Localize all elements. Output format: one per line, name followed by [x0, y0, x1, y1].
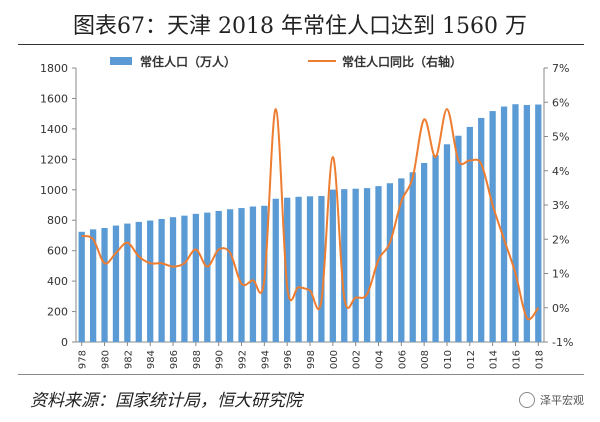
- population-chart: 0 200 400 600 800 1000 1200 1400 1600 1800 -1% 0% 1%…: [40, 54, 573, 370]
- legend: 常住人口（万人） 常住人口同比（右轴）: [110, 54, 462, 69]
- left-tick-label: 1400: [40, 123, 68, 136]
- right-tick-label: 2%: [552, 233, 569, 246]
- x-tick-label: 1984: [146, 350, 157, 370]
- watermark: 泽平宏观: [519, 392, 584, 408]
- population-bar: [226, 209, 234, 342]
- x-tick-label: 1978: [78, 350, 89, 370]
- right-tick-label: 6%: [552, 96, 569, 109]
- axes-layer: 0 200 400 600 800 1000 1200 1400 1600 1800 -1% 0% 1%…: [40, 62, 573, 370]
- population-bar: [500, 106, 508, 342]
- population-bar: [147, 220, 154, 342]
- x-tick-label: 2010: [443, 350, 454, 370]
- growth-rate-line: [81, 108, 540, 321]
- population-bar: [329, 189, 336, 342]
- population-bar: [512, 104, 519, 343]
- population-bar: [295, 196, 302, 342]
- population-bar: [158, 219, 165, 342]
- population-bar: [478, 117, 485, 342]
- population-bar: [341, 189, 348, 342]
- right-tick-label: 4%: [552, 165, 569, 178]
- population-bar: [421, 162, 428, 342]
- x-tick-label: 2004: [374, 350, 385, 370]
- source-note: 资料来源：国家统计局，恒大研究院: [30, 391, 302, 411]
- x-tick-label: 1986: [169, 350, 180, 370]
- left-tick-label: 1600: [40, 92, 68, 105]
- population-bar: [78, 231, 85, 342]
- population-bar: [192, 213, 199, 342]
- population-bar: [375, 186, 382, 342]
- x-tick-label: 2012: [466, 350, 477, 370]
- x-tick-label: 1998: [306, 350, 317, 370]
- chart-title: 图表67：天津 2018 年常住人口达到 1560 万: [73, 14, 527, 39]
- left-tick-label: 1000: [40, 184, 68, 197]
- population-bar: [89, 229, 97, 342]
- right-tick-label: -1%: [552, 336, 573, 349]
- x-tick-label: 1982: [123, 350, 134, 370]
- legend-bar-swatch: [110, 57, 132, 65]
- footer-divider: [18, 374, 584, 375]
- x-tick-label: 2014: [489, 350, 500, 370]
- population-bar: [455, 135, 462, 342]
- x-tick-label: 2000: [329, 350, 340, 370]
- population-bar: [466, 126, 473, 342]
- population-bar: [409, 172, 416, 342]
- left-tick-label: 1800: [40, 62, 68, 75]
- left-tick-label: 1200: [40, 153, 68, 166]
- population-bar: [215, 210, 222, 342]
- population-bar: [181, 215, 188, 342]
- right-tick-label: 7%: [552, 62, 569, 75]
- wechat-logo-icon: [519, 392, 535, 408]
- watermark-text: 泽平宏观: [540, 394, 584, 407]
- population-bar: [318, 196, 325, 342]
- x-tick-label: 1990: [215, 350, 226, 370]
- population-bar: [124, 223, 131, 342]
- title-divider: [18, 44, 584, 45]
- left-tick-label: 400: [47, 275, 68, 288]
- right-tick-label: 3%: [552, 199, 569, 212]
- population-bar: [363, 188, 371, 342]
- x-tick-label: 2006: [397, 350, 408, 370]
- x-tick-label: 1994: [260, 350, 271, 370]
- population-bar: [386, 183, 394, 342]
- left-tick-label: 0: [61, 336, 68, 349]
- x-tick-label: 2018: [534, 350, 545, 370]
- population-bar: [535, 104, 542, 343]
- x-tick-label: 2016: [511, 350, 522, 370]
- population-bar: [169, 217, 177, 342]
- x-tick-label: 2008: [420, 350, 431, 370]
- population-bar: [284, 197, 291, 342]
- population-bar: [204, 212, 211, 342]
- x-tick-label: 1996: [283, 350, 294, 370]
- population-bar: [398, 178, 405, 342]
- line-layer: [81, 108, 540, 321]
- x-tick-label: 1992: [238, 350, 249, 370]
- left-tick-label: 200: [47, 306, 68, 319]
- population-bar: [443, 144, 451, 342]
- population-bar: [249, 206, 257, 342]
- right-tick-label: 1%: [552, 268, 569, 281]
- x-tick-label: 2002: [352, 350, 363, 370]
- legend-bar-label: 常住人口（万人）: [140, 54, 236, 69]
- population-bar: [101, 227, 108, 342]
- bars-layer: [78, 104, 542, 343]
- x-tick-label: 1980: [101, 350, 112, 370]
- population-bar: [489, 111, 496, 342]
- left-tick-label: 800: [47, 214, 68, 227]
- population-bar: [432, 155, 439, 342]
- population-bar: [135, 221, 142, 342]
- population-bar: [306, 196, 314, 342]
- x-tick-label: 1988: [192, 350, 203, 370]
- legend-line-label: 常住人口同比（右轴）: [342, 54, 462, 69]
- population-bar: [112, 225, 120, 342]
- population-bar: [352, 188, 359, 342]
- population-bar: [272, 198, 279, 342]
- right-tick-label: 0%: [552, 302, 569, 315]
- right-tick-label: 5%: [552, 131, 569, 144]
- population-bar: [523, 104, 531, 342]
- left-tick-label: 600: [47, 245, 68, 258]
- population-bar: [238, 208, 245, 342]
